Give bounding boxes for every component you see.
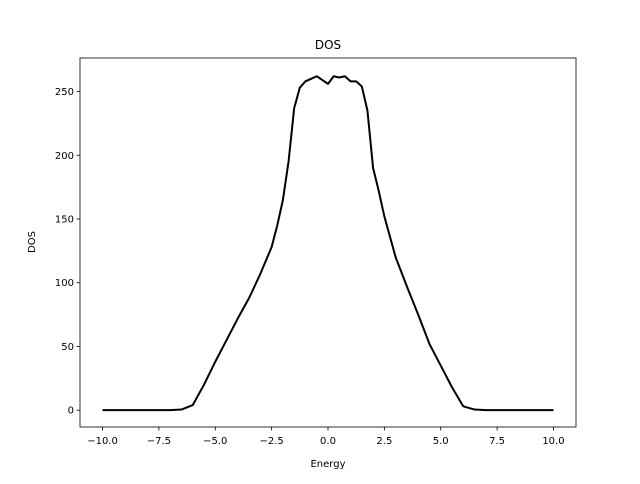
data-line [102, 75, 554, 412]
plot-frame [79, 57, 577, 428]
y-tick-label: 100 [55, 278, 74, 289]
x-axis-label: Energy [310, 459, 345, 470]
y-tick-label: 50 [61, 342, 74, 353]
x-tick-label: 5.0 [433, 436, 449, 447]
y-axis-label: DOS [27, 231, 38, 253]
x-tick-label: −2.5 [259, 436, 283, 447]
x-tick-label: 10.0 [542, 436, 564, 447]
x-tick-label: 0.0 [320, 436, 336, 447]
y-tick-label: 0 [68, 406, 74, 417]
x-tick-label: 7.5 [489, 436, 505, 447]
y-tick-label: 150 [55, 214, 74, 225]
y-tick-label: 200 [55, 151, 74, 162]
x-tick-label: −7.5 [147, 436, 171, 447]
x-tick-label: 2.5 [376, 436, 392, 447]
chart-title: DOS [315, 38, 341, 52]
x-tick-label: −5.0 [203, 436, 227, 447]
y-tick-label: 250 [55, 87, 74, 98]
x-tick-label: −10.0 [87, 436, 118, 447]
